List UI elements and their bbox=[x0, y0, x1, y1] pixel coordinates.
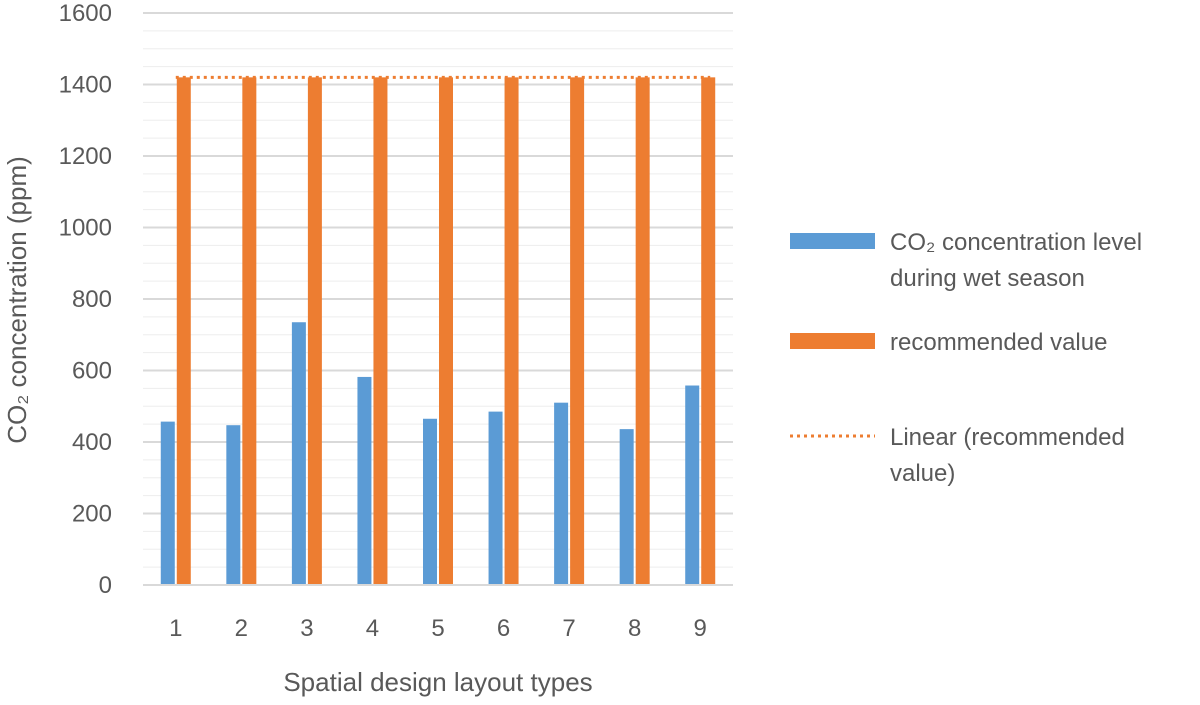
legend: CO₂ concentration level during wet season… bbox=[790, 229, 1142, 487]
legend-swatch bbox=[790, 233, 875, 249]
x-tick-label: 1 bbox=[169, 615, 182, 642]
y-axis-title: CO₂ concentration (ppm) bbox=[2, 156, 32, 444]
bar-recommended bbox=[176, 77, 191, 585]
bar-recommended bbox=[439, 77, 453, 585]
x-tick-label: 2 bbox=[235, 615, 248, 642]
legend-label: Linear (recommended bbox=[890, 424, 1125, 451]
y-tick-label: 1200 bbox=[59, 143, 112, 170]
x-tick-label: 3 bbox=[300, 615, 313, 642]
x-axis-title: Spatial design layout types bbox=[283, 667, 592, 697]
bar-wet-season bbox=[423, 418, 437, 585]
y-tick-label: 1400 bbox=[59, 72, 112, 99]
legend-label: recommended value bbox=[890, 329, 1107, 356]
bar-recommended bbox=[242, 77, 257, 585]
y-tick-label: 200 bbox=[72, 501, 112, 528]
legend-item: recommended value bbox=[790, 329, 1107, 356]
legend-item: CO₂ concentration level during wet season bbox=[790, 229, 1142, 292]
bar-recommended bbox=[635, 77, 650, 585]
bar-recommended bbox=[504, 77, 519, 585]
bar-recommended bbox=[701, 77, 716, 585]
x-tick-label: 4 bbox=[366, 615, 379, 642]
legend-label: CO₂ concentration level bbox=[890, 229, 1142, 256]
x-tick-label: 7 bbox=[562, 615, 575, 642]
legend-label: during wet season bbox=[890, 265, 1085, 292]
y-tick-label: 800 bbox=[72, 286, 112, 313]
bar-wet-season bbox=[291, 322, 306, 585]
bars bbox=[160, 77, 716, 585]
legend-swatch bbox=[790, 333, 875, 349]
y-tick-label: 600 bbox=[72, 358, 112, 385]
legend-item: Linear (recommended value) bbox=[790, 424, 1125, 487]
y-tick-label: 400 bbox=[72, 429, 112, 456]
bar-recommended bbox=[570, 77, 585, 585]
bar-wet-season bbox=[685, 385, 700, 585]
x-tick-label: 5 bbox=[431, 615, 444, 642]
bar-wet-season bbox=[488, 411, 503, 585]
y-tick-label: 1000 bbox=[59, 215, 112, 242]
y-tick-label: 1600 bbox=[59, 0, 112, 27]
bar-recommended bbox=[307, 77, 322, 585]
x-tick-label: 9 bbox=[694, 615, 707, 642]
gridlines bbox=[143, 12, 733, 568]
bar-wet-season bbox=[619, 429, 634, 585]
bar-wet-season bbox=[554, 402, 569, 585]
bar-recommended bbox=[373, 77, 388, 585]
legend-label: value) bbox=[890, 460, 955, 487]
y-tick-label: 0 bbox=[99, 572, 112, 599]
axes: 0 200 400 600 800 1000 1200 1400 1600 1 2 3 4 5 6 7 8 9 bbox=[59, 0, 733, 642]
bar-wet-season bbox=[357, 376, 372, 585]
bar-wet-season bbox=[226, 425, 241, 585]
x-tick-label: 6 bbox=[497, 615, 510, 642]
x-tick-label: 8 bbox=[628, 615, 641, 642]
bar-wet-season bbox=[160, 421, 175, 585]
